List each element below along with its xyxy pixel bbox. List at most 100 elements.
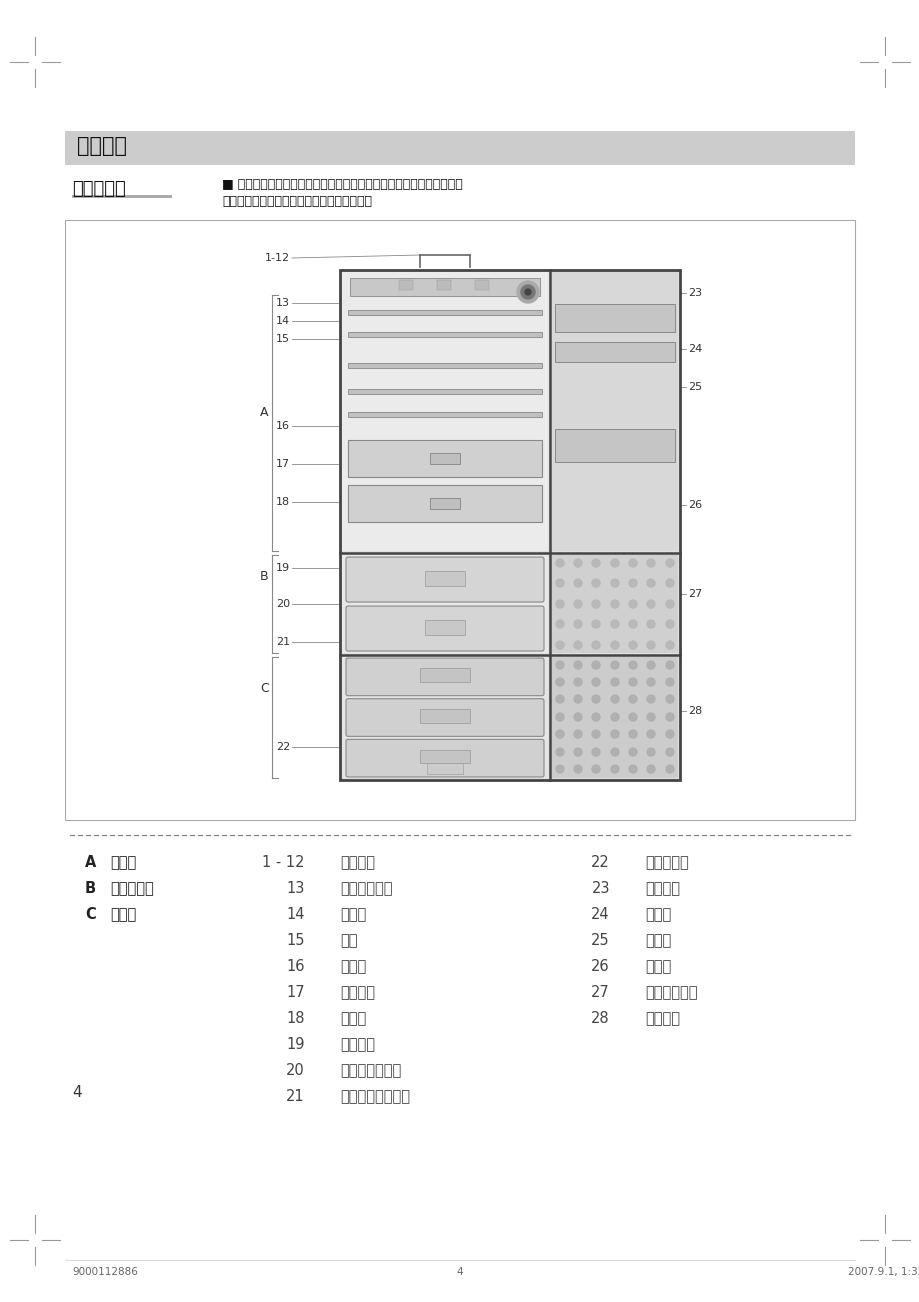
Circle shape	[665, 661, 674, 669]
Text: 大瓶架: 大瓶架	[644, 960, 671, 974]
Bar	[347, 486, 541, 522]
Circle shape	[610, 713, 618, 721]
Text: 生物保鲜室门开关: 生物保鲜室门开关	[340, 1088, 410, 1104]
Text: 25: 25	[687, 383, 701, 392]
Text: 26: 26	[591, 960, 609, 974]
Bar	[551, 555, 677, 654]
Text: 15: 15	[286, 934, 305, 948]
Circle shape	[610, 678, 618, 686]
Text: 17: 17	[276, 458, 289, 469]
Text: 20: 20	[286, 1062, 305, 1078]
Bar	[420, 750, 470, 763]
Text: 玻璃搁盘: 玻璃搁盘	[340, 986, 375, 1000]
Circle shape	[665, 579, 674, 587]
Circle shape	[646, 749, 654, 756]
Text: 冷藏室门: 冷藏室门	[644, 881, 679, 896]
Circle shape	[646, 678, 654, 686]
Bar	[65, 220, 854, 820]
Circle shape	[610, 730, 618, 738]
Bar	[429, 453, 460, 464]
Bar	[554, 428, 675, 462]
Text: 产品介绍: 产品介绍	[77, 135, 127, 156]
Bar	[425, 620, 464, 634]
Circle shape	[646, 620, 654, 628]
Bar	[347, 332, 541, 337]
Bar	[340, 270, 679, 780]
Circle shape	[665, 730, 674, 738]
Text: 蛋瓶架: 蛋瓶架	[340, 960, 366, 974]
Text: 16: 16	[276, 421, 289, 431]
Circle shape	[573, 620, 582, 628]
Text: 19: 19	[276, 564, 289, 573]
Text: C: C	[85, 907, 96, 922]
Text: 27: 27	[591, 986, 609, 1000]
Circle shape	[629, 559, 636, 568]
Text: 24: 24	[591, 907, 609, 922]
Text: 冷冻室抽屉: 冷冻室抽屉	[644, 855, 688, 870]
Circle shape	[629, 641, 636, 650]
Circle shape	[665, 695, 674, 703]
Circle shape	[646, 559, 654, 568]
Circle shape	[646, 661, 654, 669]
Bar	[347, 389, 541, 395]
Text: 保湿隔板: 保湿隔板	[340, 1036, 375, 1052]
Circle shape	[555, 579, 563, 587]
Circle shape	[629, 749, 636, 756]
Text: 生物保鲜室门: 生物保鲜室门	[644, 986, 697, 1000]
Text: 奶酪盒: 奶酪盒	[644, 934, 671, 948]
Bar	[342, 555, 548, 654]
Circle shape	[610, 620, 618, 628]
Circle shape	[591, 641, 599, 650]
Circle shape	[665, 678, 674, 686]
Text: C: C	[260, 682, 268, 695]
Circle shape	[573, 600, 582, 608]
Circle shape	[665, 559, 674, 568]
FancyBboxPatch shape	[346, 557, 543, 602]
Circle shape	[555, 661, 563, 669]
Circle shape	[665, 600, 674, 608]
Bar	[347, 411, 541, 417]
Text: 26: 26	[687, 500, 701, 509]
Text: 14: 14	[286, 907, 305, 922]
Text: 冷冻室门: 冷冻室门	[644, 1010, 679, 1026]
Circle shape	[646, 579, 654, 587]
Text: 短瓶架: 短瓶架	[644, 907, 671, 922]
Text: 1-12: 1-12	[265, 253, 289, 263]
Text: 18: 18	[276, 497, 289, 506]
Circle shape	[610, 579, 618, 587]
Circle shape	[610, 766, 618, 773]
Circle shape	[555, 641, 563, 650]
Bar	[429, 497, 460, 509]
Circle shape	[591, 730, 599, 738]
Circle shape	[646, 713, 654, 721]
Text: 19: 19	[286, 1036, 305, 1052]
Text: 23: 23	[591, 881, 609, 896]
Text: 14: 14	[276, 316, 289, 326]
Circle shape	[610, 661, 618, 669]
Text: 23: 23	[687, 288, 701, 298]
Circle shape	[555, 600, 563, 608]
Text: A: A	[85, 855, 96, 870]
Circle shape	[610, 749, 618, 756]
Circle shape	[610, 695, 618, 703]
Bar	[420, 710, 470, 723]
Text: 28: 28	[591, 1010, 609, 1026]
Text: 17: 17	[286, 986, 305, 1000]
Circle shape	[573, 641, 582, 650]
Bar	[420, 668, 470, 682]
Circle shape	[629, 620, 636, 628]
Circle shape	[555, 695, 563, 703]
Text: 果菜盒: 果菜盒	[340, 1010, 366, 1026]
Text: 1 - 12: 1 - 12	[262, 855, 305, 870]
Text: A: A	[260, 406, 268, 419]
Bar	[425, 572, 464, 586]
Bar	[474, 280, 489, 290]
Text: 控制面板: 控制面板	[340, 855, 375, 870]
Text: 风扇: 风扇	[340, 934, 357, 948]
Bar	[554, 342, 675, 362]
Circle shape	[665, 766, 674, 773]
Text: 22: 22	[591, 855, 609, 870]
Circle shape	[555, 749, 563, 756]
Bar	[554, 303, 675, 332]
Circle shape	[555, 678, 563, 686]
